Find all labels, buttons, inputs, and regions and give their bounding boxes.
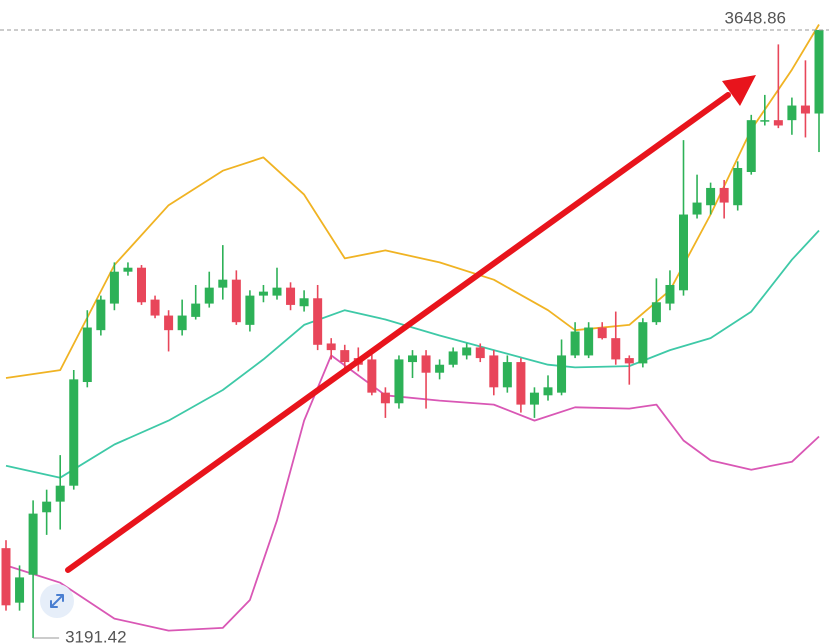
candle-body [800,105,810,114]
band-line [5,354,820,632]
candle-body [245,295,255,325]
candle-body [164,315,174,331]
candle-body [787,105,797,121]
candle-body [502,362,512,388]
arrow-head [722,75,756,106]
candle-body [96,299,106,331]
candle-body [421,355,431,373]
candle-body [462,347,472,356]
candle-body [651,302,661,323]
candle-body [258,291,268,296]
candle-body [638,322,648,364]
candle-body [584,327,594,356]
candle-body [665,284,675,304]
high-price-label: 3648.86 [725,8,786,27]
high-price-bg [700,7,792,28]
candle-body [313,298,323,345]
candle-body [272,287,282,296]
candle-body [746,120,756,172]
expand-icon[interactable] [50,594,64,608]
candle-body [557,355,567,393]
candles [1,29,824,638]
candle-body [1,548,11,606]
candle-body [326,343,336,351]
price-labels: 3648.86 3191.42 [0,7,829,644]
candle-body [380,392,390,404]
candle-body [692,202,702,215]
candle-body [15,577,25,603]
candle-body [435,364,445,373]
candle-body [597,327,607,339]
candle-body [719,187,729,203]
candle-body [150,299,160,316]
candle-body [529,392,539,405]
candle-body [516,362,526,405]
candle-body [191,303,201,317]
candle-body [367,359,377,393]
candle-body [408,355,417,363]
candle-body [706,187,716,206]
candle-body [204,287,214,304]
band-line [5,229,820,479]
low-price-label: 3191.42 [65,627,126,644]
candle-body [82,327,92,383]
candle-body [760,120,770,122]
candle-body [55,485,65,502]
candle-body [570,331,580,356]
candle-body [448,351,458,365]
candle-body [137,267,146,303]
candle-body [611,338,621,360]
candle-body [679,214,688,291]
candle-body [42,501,52,513]
candle-body [218,279,228,288]
candle-body [28,513,38,575]
candle-body [231,279,241,323]
candle-body [394,359,404,404]
candle-body [69,379,79,486]
expand-button[interactable] [40,584,74,618]
candle-body [814,29,824,114]
candle-body [299,298,309,307]
candle-body [773,120,783,126]
candle-body [123,267,133,272]
candle-body [109,271,119,304]
candle-body [543,387,553,396]
arrow-shaft [65,92,731,573]
candle-body [489,355,499,388]
trend-arrow [65,75,756,573]
candle-body [733,168,743,206]
candle-body [340,350,350,363]
candle-body [286,287,296,305]
candle-body [624,358,634,364]
candle-body [177,315,187,331]
candle-body [475,347,485,359]
